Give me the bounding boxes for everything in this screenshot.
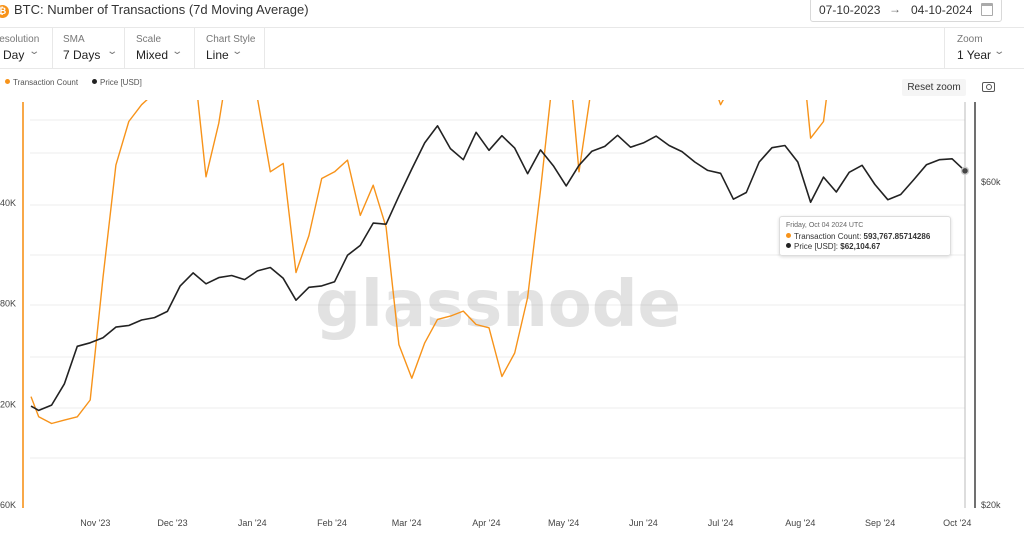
legend-label: Transaction Count — [13, 78, 79, 87]
marker-price — [960, 166, 970, 176]
chart-style-label: Chart Style — [206, 34, 256, 45]
chevron-down-icon: ⌄ — [171, 46, 184, 57]
zoom-value: 1 Year — [957, 48, 992, 62]
y-right-tick-label: $20k — [981, 500, 1001, 510]
tooltip-price-label: Price [USD]: — [794, 242, 839, 251]
x-tick-label: May '24 — [548, 518, 579, 528]
end-date[interactable]: 04-10-2024 — [911, 3, 973, 17]
calendar-icon[interactable] — [981, 3, 993, 16]
x-tick-label: Oct '24 — [943, 518, 971, 528]
tooltip-date: Friday, Oct 04 2024 UTC — [786, 222, 864, 229]
tooltip-tx-value: 593,767.85714286 — [863, 232, 931, 241]
x-tick-label: Mar '24 — [392, 518, 422, 528]
x-tick-label: Aug '24 — [785, 518, 815, 528]
scale-value: Mixed — [136, 48, 169, 62]
bitcoin-icon: ₿ — [0, 5, 9, 18]
chevron-down-icon: ⌄ — [231, 46, 244, 57]
resolution-value: Day — [3, 48, 25, 62]
sma-select[interactable]: SMA 7 Days ⌄ — [52, 28, 125, 68]
legend-dot — [5, 79, 10, 84]
x-tick-label: Sep '24 — [865, 518, 895, 528]
y-left-tick-label: 320K — [0, 399, 16, 409]
controls-bar: Resolution Day ⌄ SMA 7 Days ⌄ Scale Mixe… — [0, 27, 1024, 69]
tooltip-dot — [786, 233, 791, 238]
resolution-label: Resolution — [0, 34, 40, 45]
tooltip-tx-label: Transaction Count: — [794, 232, 862, 241]
chevron-down-icon: ⌄ — [106, 46, 119, 57]
chart-title: BTC: Number of Transactions (7d Moving A… — [14, 2, 309, 17]
chevron-down-icon: ⌄ — [28, 46, 41, 57]
camera-icon[interactable] — [982, 82, 995, 92]
sma-label: SMA — [63, 34, 85, 45]
legend-label: Price [USD] — [100, 78, 142, 87]
scale-select[interactable]: Scale Mixed ⌄ — [124, 28, 195, 68]
chevron-down-icon: ⌄ — [993, 46, 1006, 57]
y-left-tick-label: 440K — [0, 198, 16, 208]
reset-zoom-button[interactable]: Reset zoom — [902, 79, 966, 96]
legend-item-price[interactable]: Price [USD] — [92, 78, 142, 87]
tooltip-tx-row: Transaction Count: 593,767.85714286 — [786, 232, 930, 241]
zoom-select[interactable]: Zoom 1 Year ⌄ — [944, 28, 1024, 68]
resolution-select[interactable]: Resolution Day ⌄ — [0, 28, 53, 68]
legend-item-transactions[interactable]: Transaction Count — [5, 78, 78, 87]
start-date[interactable]: 07-10-2023 — [819, 3, 881, 17]
scale-label: Scale — [136, 34, 162, 45]
watermark: glassnode — [315, 268, 681, 342]
chart-style-value: Line — [206, 48, 229, 62]
chart-plot: glassnode 260K 320K 380K 440K $20k $60k Nov '23… — [0, 100, 1001, 528]
zoom-label: Zoom — [957, 34, 983, 45]
x-tick-label: Jul '24 — [708, 518, 734, 528]
x-tick-label: Apr '24 — [472, 518, 500, 528]
legend-dot — [92, 79, 97, 84]
y-right-tick-label: $60k — [981, 177, 1001, 187]
chart-style-select[interactable]: Chart Style Line ⌄ — [194, 28, 265, 68]
x-tick-label: Nov '23 — [80, 518, 110, 528]
sma-value: 7 Days — [63, 48, 101, 62]
tooltip-dot — [786, 243, 791, 248]
x-tick-label: Feb '24 — [317, 518, 347, 528]
chart-tooltip: Friday, Oct 04 2024 UTC Transaction Coun… — [779, 216, 951, 256]
tooltip-price-value: $62,104.67 — [840, 242, 881, 251]
y-left-tick-label: 380K — [0, 299, 16, 309]
x-tick-label: Dec '23 — [157, 518, 187, 528]
series-line-price — [30, 124, 966, 412]
x-tick-label: Jan '24 — [238, 518, 267, 528]
date-range-picker[interactable]: 07-10-2023 → 04-10-2024 — [810, 0, 1002, 22]
x-tick-label: Jun '24 — [629, 518, 658, 528]
tooltip-price-row: Price [USD]: $62,104.67 — [786, 242, 880, 251]
y-left-tick-label: 260K — [0, 500, 16, 510]
arrow-right-icon: → — [889, 2, 901, 16]
series-line-transactions — [30, 100, 827, 425]
chart-header: ₿ BTC: Number of Transactions (7d Moving… — [0, 0, 1024, 22]
